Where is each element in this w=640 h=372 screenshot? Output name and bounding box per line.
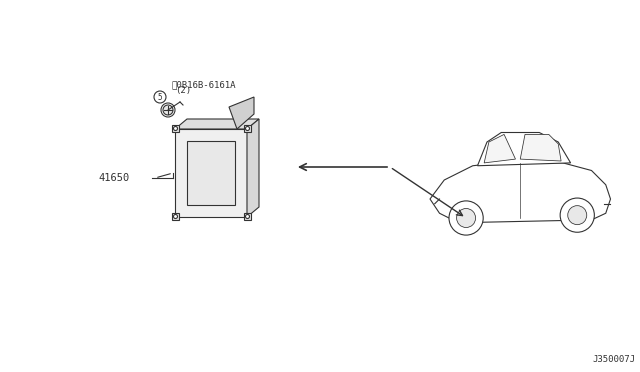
Polygon shape: [229, 97, 254, 129]
Circle shape: [449, 201, 483, 235]
Text: (2): (2): [175, 86, 191, 95]
Circle shape: [560, 198, 595, 232]
Circle shape: [173, 126, 177, 131]
Text: 41650: 41650: [99, 173, 130, 183]
Polygon shape: [477, 132, 571, 166]
Text: ␄0B16B-6161A: ␄0B16B-6161A: [172, 80, 237, 89]
Polygon shape: [484, 134, 515, 163]
Circle shape: [456, 208, 476, 228]
Polygon shape: [520, 134, 561, 161]
Circle shape: [163, 105, 173, 115]
Circle shape: [246, 215, 250, 218]
Polygon shape: [244, 125, 251, 132]
Polygon shape: [187, 141, 235, 205]
Text: 5: 5: [157, 93, 163, 102]
Circle shape: [246, 126, 250, 131]
Polygon shape: [175, 129, 247, 217]
Text: J350007J: J350007J: [592, 355, 635, 364]
Polygon shape: [175, 119, 259, 129]
Polygon shape: [247, 119, 259, 217]
Polygon shape: [172, 125, 179, 132]
Polygon shape: [430, 161, 611, 223]
Polygon shape: [244, 213, 251, 220]
Polygon shape: [172, 213, 179, 220]
Circle shape: [568, 206, 587, 225]
Circle shape: [173, 215, 177, 218]
